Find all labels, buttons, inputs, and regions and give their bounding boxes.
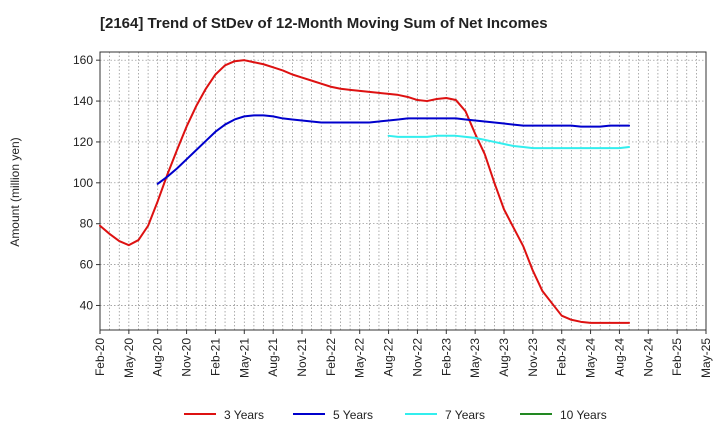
series-line-5-years: [156, 114, 631, 185]
x-tick-label: May-25: [699, 338, 713, 378]
x-tick-label: Aug-21: [266, 338, 280, 377]
x-tick-label: Nov-21: [295, 338, 309, 377]
legend-label: 10 Years: [560, 408, 607, 422]
legend-item: 3 Years: [184, 408, 264, 422]
legend: 3 Years 5 Years 7 Years 10 Years: [184, 408, 607, 422]
x-tick-label: Nov-24: [641, 338, 655, 377]
x-tick-label: Aug-24: [612, 338, 626, 377]
gridlines: [100, 52, 706, 330]
x-tick-label: Nov-23: [526, 338, 540, 377]
x-tick-label: Nov-20: [180, 338, 194, 377]
x-tick-label: May-21: [237, 338, 251, 378]
y-tick-label: 160: [73, 53, 93, 67]
x-tick-label: May-22: [353, 338, 367, 378]
legend-item: 5 Years: [293, 408, 373, 422]
y-tick-label: 80: [80, 217, 94, 231]
x-tick-label: Feb-24: [555, 338, 569, 376]
series-lines: [99, 59, 631, 324]
x-tick-label: Nov-22: [410, 338, 424, 377]
x-tick-label: Feb-23: [439, 338, 453, 376]
legend-item: 7 Years: [405, 408, 485, 422]
series-line-7-years: [387, 134, 631, 150]
x-axis: Feb-20 May-20 Aug-20 Nov-20 Feb-21 May-21 Aug-…: [93, 330, 713, 378]
chart-title: [2164] Trend of StDev of 12-Month Moving…: [100, 15, 548, 32]
x-tick-label: May-24: [584, 338, 598, 378]
legend-item: 10 Years: [520, 408, 607, 422]
y-axis-label: Amount (million yen): [8, 137, 22, 246]
series-line-3-years: [99, 59, 631, 324]
x-tick-label: Aug-22: [382, 338, 396, 377]
y-tick-label: 120: [73, 135, 93, 149]
y-tick-label: 140: [73, 94, 93, 108]
legend-label: 7 Years: [445, 408, 485, 422]
x-tick-label: May-23: [468, 338, 482, 378]
legend-label: 3 Years: [224, 408, 264, 422]
x-tick-label: Feb-25: [670, 338, 684, 376]
y-tick-label: 60: [80, 258, 94, 272]
y-tick-label: 40: [80, 298, 94, 312]
plot-area: [99, 51, 707, 331]
x-tick-label: Feb-22: [324, 338, 338, 376]
x-tick-label: Aug-20: [151, 338, 165, 377]
y-axis: 40 60 80 100 120 140 160: [73, 53, 100, 312]
x-tick-label: Feb-21: [208, 338, 222, 376]
x-tick-label: Aug-23: [497, 338, 511, 377]
legend-label: 5 Years: [333, 408, 373, 422]
x-tick-label: Feb-20: [93, 338, 107, 376]
x-tick-label: May-20: [122, 338, 136, 378]
y-tick-label: 100: [73, 176, 93, 190]
